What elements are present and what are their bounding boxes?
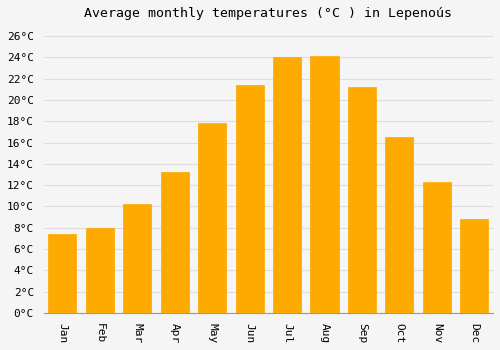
Bar [348,87,376,313]
Bar [236,85,264,313]
Bar [273,57,301,313]
Bar [198,123,226,313]
Bar [123,204,152,313]
Bar [86,228,114,313]
Bar [460,219,488,313]
Bar [310,56,338,313]
Bar [160,173,189,313]
Bar [423,182,451,313]
Title: Average monthly temperatures (°C ) in Lepenoús: Average monthly temperatures (°C ) in Le… [84,7,452,20]
Bar [48,234,76,313]
Bar [386,137,413,313]
